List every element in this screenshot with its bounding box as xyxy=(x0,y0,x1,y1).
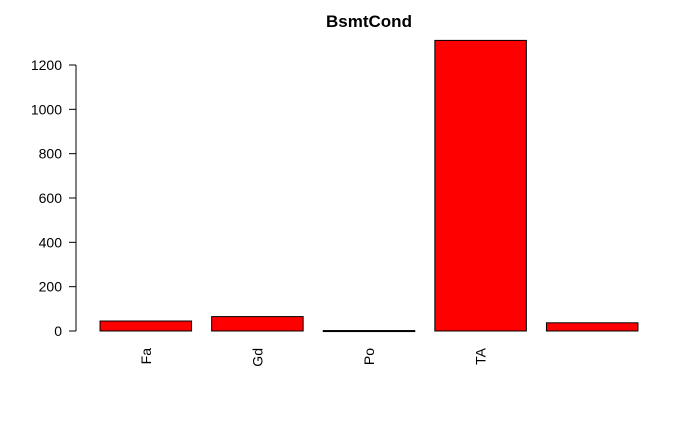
x-category-label: Po xyxy=(361,348,377,365)
bar-po xyxy=(322,330,416,333)
chart-title: BsmtCond xyxy=(326,12,412,31)
x-axis-labels: Fa Gd Po TA xyxy=(138,347,489,366)
y-tick-label: 0 xyxy=(54,323,62,339)
y-tick-label: 800 xyxy=(39,146,63,162)
y-tick-label: 1200 xyxy=(31,57,62,73)
x-category-label: Fa xyxy=(138,348,154,365)
x-category-label: Gd xyxy=(249,348,265,367)
bar-fa xyxy=(99,320,193,332)
bar-gd xyxy=(211,316,304,332)
x-category-label: TA xyxy=(473,347,489,365)
y-axis: 0 200 400 600 800 1000 1200 xyxy=(31,57,77,339)
y-tick-label: 400 xyxy=(39,234,63,250)
y-tick-label: 200 xyxy=(39,279,63,295)
bar-ta xyxy=(434,39,527,332)
y-tick-label: 600 xyxy=(39,190,63,206)
bar-missing xyxy=(545,322,639,332)
y-tick-label: 1000 xyxy=(31,101,62,117)
bars xyxy=(99,39,639,333)
